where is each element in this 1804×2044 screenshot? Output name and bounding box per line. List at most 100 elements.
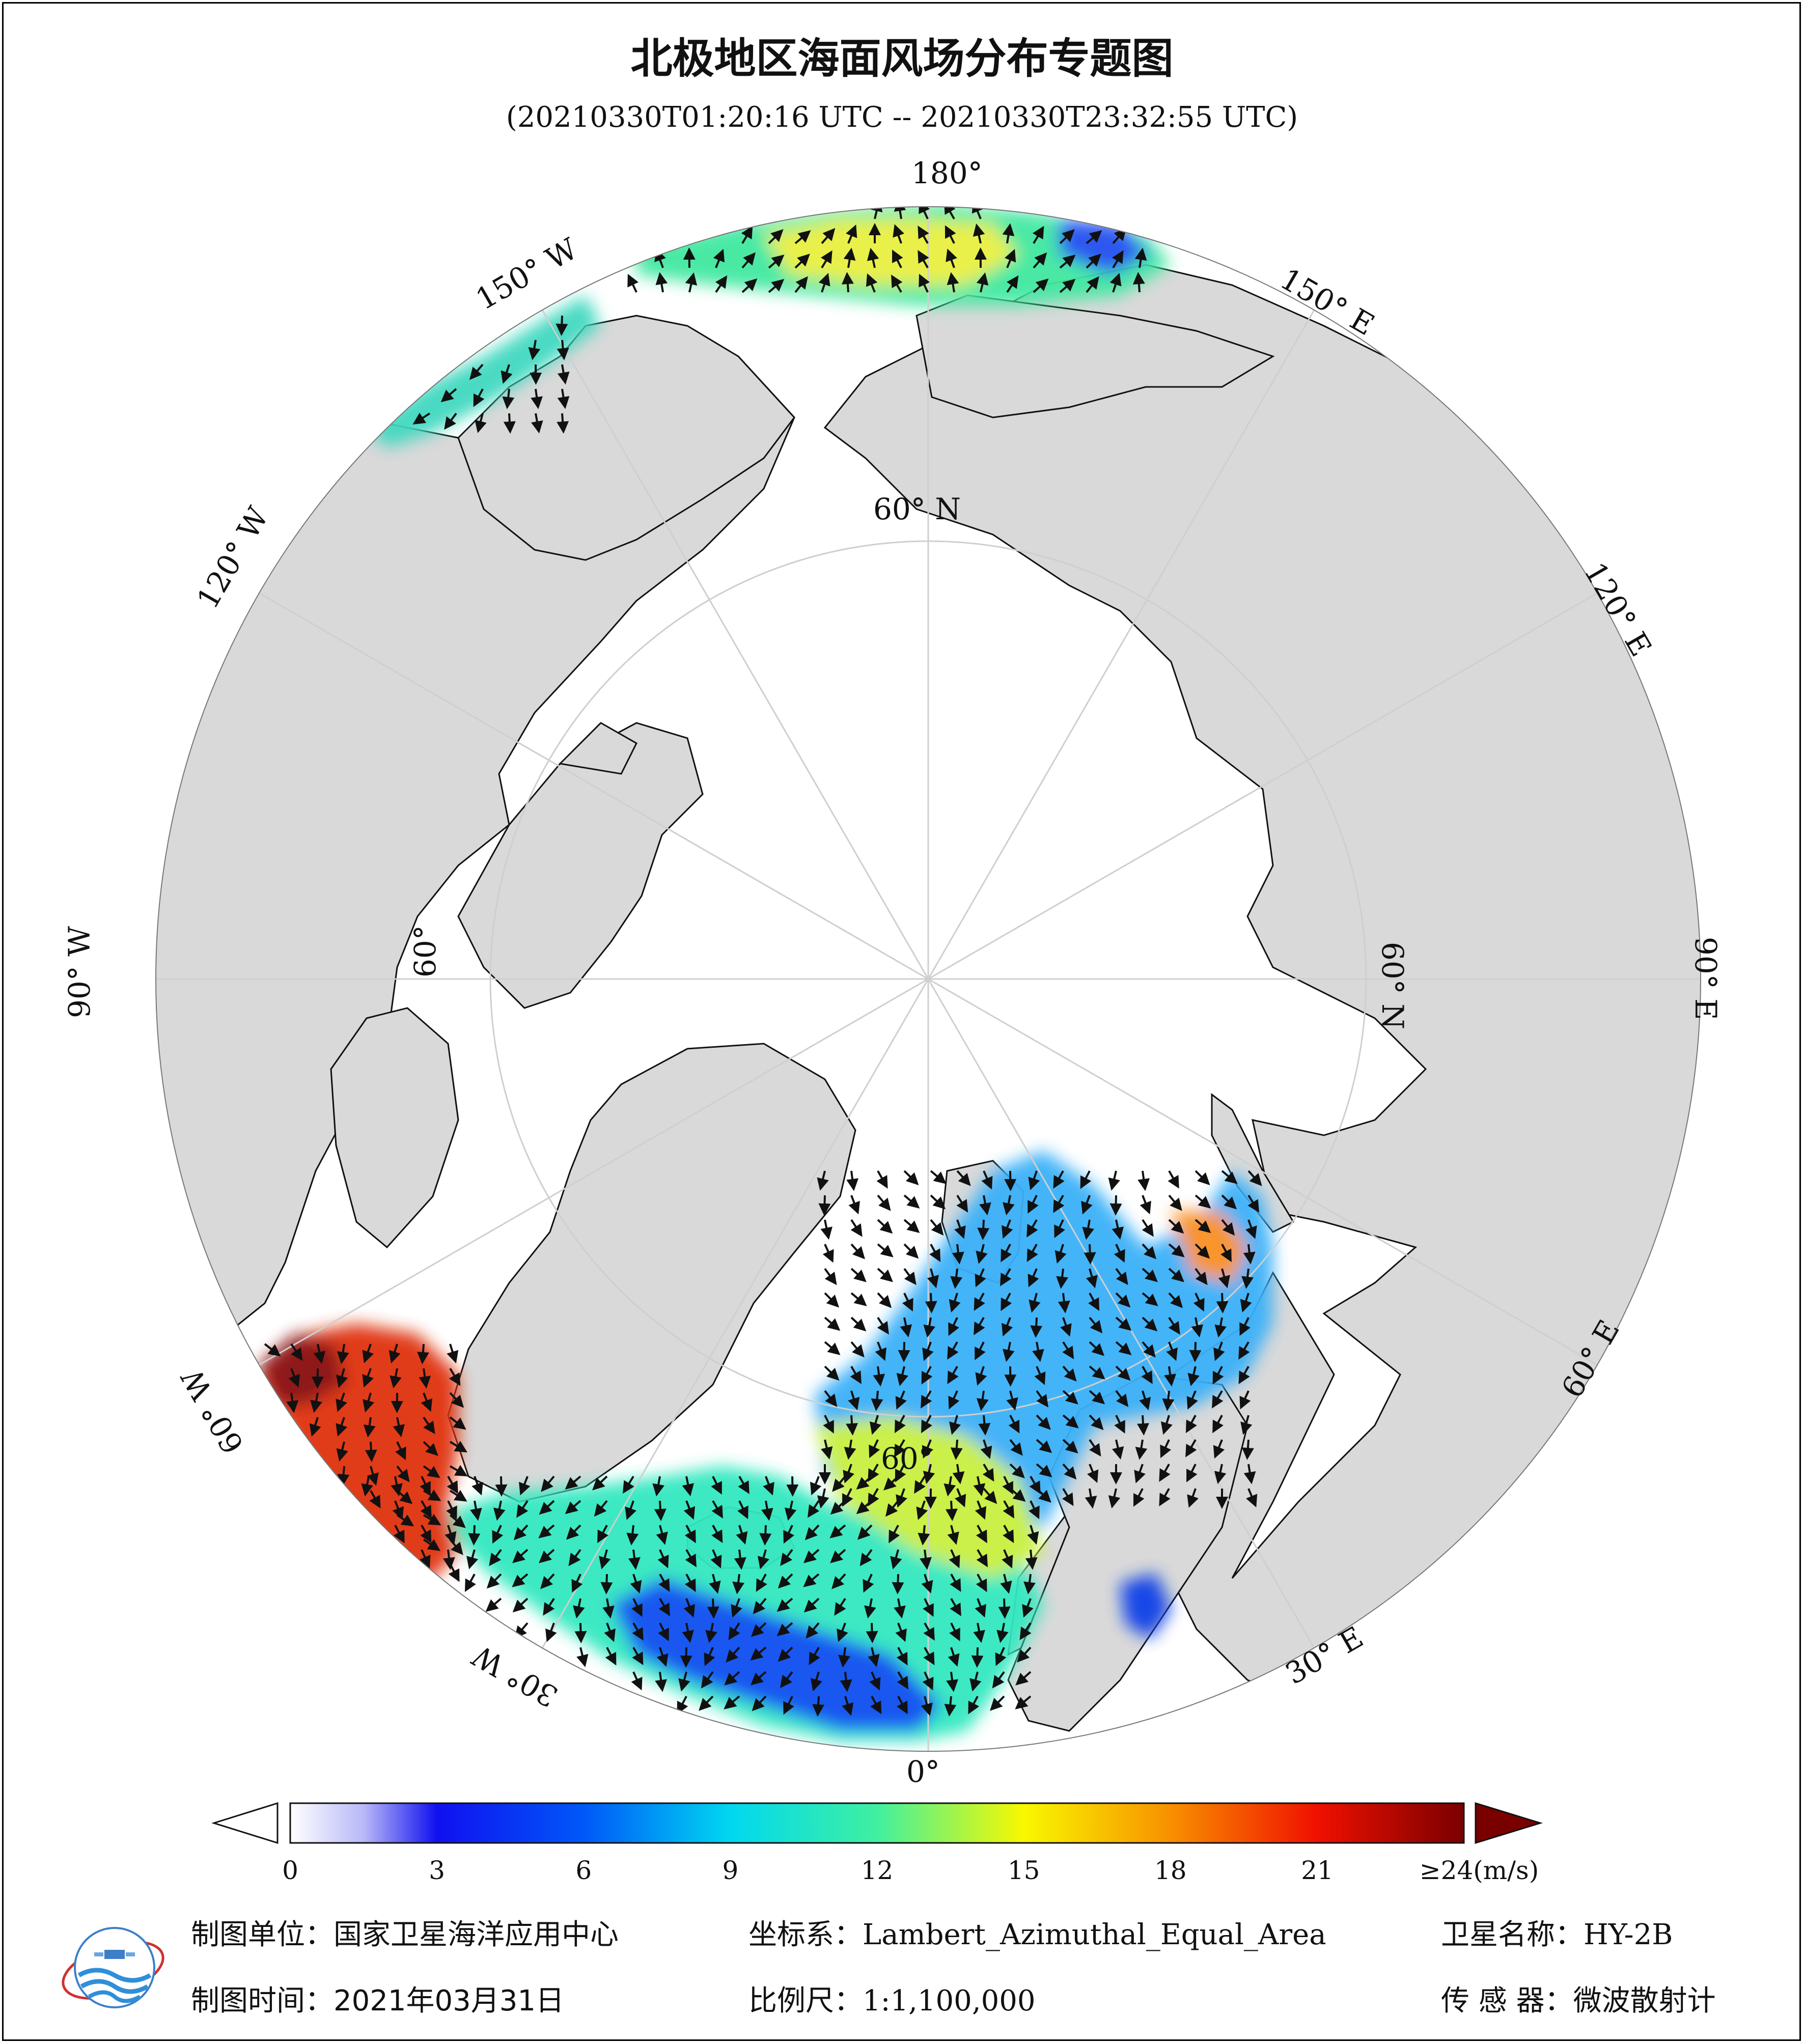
- wind-arrow: [1026, 1244, 1038, 1263]
- wind-arrow: [895, 1390, 907, 1410]
- wind-arrow: [1006, 1390, 1018, 1411]
- wind-arrow: [1004, 1170, 1017, 1191]
- wind-arrow: [944, 1696, 957, 1717]
- wind-arrow: [704, 1647, 715, 1666]
- wind-arrow: [929, 1244, 941, 1263]
- wind-arrow: [1240, 1415, 1253, 1435]
- wind-arrow: [711, 1525, 723, 1544]
- wind-arrow: [388, 1343, 401, 1364]
- wind-arrow: [423, 1514, 441, 1526]
- wind-arrow: [1060, 1317, 1072, 1337]
- wind-arrow: [817, 1170, 829, 1191]
- wind-arrow: [1003, 1525, 1014, 1544]
- wind-arrow: [945, 1500, 958, 1521]
- wind-arrow: [447, 1343, 459, 1364]
- wind-arrow: [842, 1696, 854, 1716]
- wind-arrow: [1115, 1317, 1132, 1331]
- wind-arrow: [1142, 1219, 1154, 1237]
- wind-arrow: [840, 1671, 852, 1692]
- wind-arrow: [1001, 1244, 1012, 1263]
- wind-arrow: [896, 1366, 908, 1386]
- wind-arrow: [1028, 1268, 1039, 1287]
- lat-label-60-bottom: 60°: [881, 1441, 933, 1476]
- wind-arrow: [803, 1598, 820, 1613]
- wind-arrow: [309, 1417, 321, 1437]
- wind-arrow: [486, 1573, 502, 1589]
- wind-arrow: [655, 1671, 668, 1692]
- wind-arrow: [1027, 1525, 1039, 1545]
- wind-arrow: [844, 1439, 856, 1460]
- wind-arrow: [568, 1549, 581, 1566]
- wind-arrow: [362, 1368, 374, 1388]
- wind-arrow: [950, 1598, 961, 1616]
- wind-arrow: [489, 1549, 502, 1566]
- wind-arrow: [1001, 1317, 1013, 1337]
- wind-arrow: [396, 1490, 413, 1504]
- wind-arrow: [1029, 1293, 1041, 1313]
- wind-arrow: [738, 1476, 750, 1494]
- wind-arrow: [972, 207, 984, 219]
- map-outline: [155, 206, 1701, 1752]
- wind-arrow: [919, 207, 930, 219]
- wind-arrow: [741, 226, 753, 244]
- wind-arrow: [658, 1598, 670, 1616]
- wind-arrow: [1191, 1317, 1203, 1338]
- wind-arrow: [1241, 1268, 1254, 1289]
- wind-arrow: [892, 249, 903, 268]
- wind-arrow: [975, 1598, 986, 1618]
- wind-arrow: [1135, 1439, 1148, 1460]
- wind-arrow: [1212, 1366, 1224, 1385]
- lat-label-60n-right: 60° N: [1375, 942, 1410, 1029]
- wind-arrow: [903, 1194, 920, 1209]
- wind-arrow: [448, 1563, 460, 1582]
- map-subtitle: (20210330T01:20:16 UTC -- 20210330T23:32…: [506, 101, 1298, 134]
- wind-arrow: [1062, 1414, 1079, 1429]
- wind-arrow: [447, 1476, 458, 1494]
- wind-arrow: [1186, 1390, 1198, 1410]
- wind-arrow: [310, 1392, 322, 1413]
- wind-arrow: [818, 273, 830, 293]
- wind-arrow: [574, 1622, 587, 1643]
- wind-arrow: [870, 1696, 882, 1715]
- wind-arrow: [750, 1671, 767, 1686]
- wind-arrow: [820, 250, 832, 269]
- lon-label-90e: 90° E: [1688, 937, 1723, 1020]
- wind-arrow: [756, 1574, 767, 1592]
- wind-arrow: [1168, 1170, 1179, 1189]
- land-ellesmere: [558, 722, 637, 775]
- wind-arrow: [768, 278, 785, 293]
- wind-arrow: [1112, 1219, 1124, 1240]
- wind-arrow: [449, 1367, 461, 1386]
- wind-arrow: [1062, 1390, 1078, 1405]
- wind-arrow: [918, 1525, 930, 1546]
- wind-arrow: [464, 1574, 476, 1592]
- wind-arrow: [841, 272, 854, 293]
- wind-arrow: [1243, 1244, 1256, 1265]
- wind-arrow: [877, 1292, 892, 1308]
- wind-arrow: [631, 1671, 643, 1691]
- wind-arrow: [1000, 1268, 1012, 1286]
- wind-arrow: [1218, 1268, 1230, 1289]
- wind-arrow: [592, 1475, 608, 1491]
- wind-arrow: [824, 1341, 841, 1355]
- wind-arrow: [952, 1464, 965, 1485]
- wind-arrow: [803, 1573, 820, 1587]
- wind-arrow: [423, 1538, 440, 1551]
- wind-arrow: [930, 1194, 946, 1210]
- wind-arrow: [715, 275, 728, 293]
- wind-arrow: [945, 225, 956, 244]
- wind-arrow: [1017, 1646, 1032, 1663]
- wind-arrow: [1159, 1464, 1171, 1482]
- wind-arrow: [807, 1500, 820, 1518]
- wind-arrow: [759, 1525, 772, 1546]
- wind-arrow: [778, 1573, 793, 1589]
- wind-arrow: [724, 1695, 740, 1710]
- wind-arrow: [682, 1622, 694, 1643]
- wind-arrow: [337, 1466, 350, 1487]
- wind-arrow: [1132, 272, 1145, 293]
- wind-arrow: [1212, 1415, 1224, 1434]
- wind-arrow: [1086, 276, 1099, 293]
- wind-vectors: [264, 207, 1262, 1717]
- wind-arrow: [983, 1488, 997, 1504]
